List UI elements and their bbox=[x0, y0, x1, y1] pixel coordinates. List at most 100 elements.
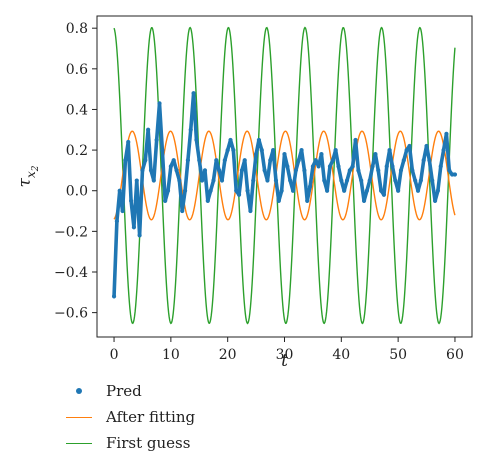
data-point-pred bbox=[160, 147, 165, 153]
data-point-pred bbox=[174, 168, 179, 173]
data-point-pred bbox=[387, 147, 392, 153]
data-point-pred bbox=[344, 178, 350, 183]
data-point-pred bbox=[268, 158, 273, 163]
data-point-pred bbox=[242, 158, 247, 163]
data-point-pred bbox=[205, 198, 210, 203]
y-tick-label: 0.0 bbox=[66, 184, 88, 200]
data-point-pred bbox=[219, 178, 225, 183]
data-point-pred bbox=[325, 188, 330, 193]
data-point-pred bbox=[253, 152, 259, 157]
data-point-pred bbox=[228, 137, 233, 143]
data-point-pred bbox=[438, 164, 443, 169]
data-point-pred bbox=[146, 127, 151, 132]
y-tick-label: 0.4 bbox=[66, 102, 88, 118]
data-point-pred bbox=[231, 147, 236, 153]
data-point-pred bbox=[165, 188, 171, 193]
data-point-pred bbox=[168, 164, 173, 169]
data-point-pred bbox=[410, 168, 415, 173]
x-tick-label: 30 bbox=[276, 347, 294, 363]
data-point-pred bbox=[330, 158, 335, 163]
data-point-pred bbox=[333, 147, 338, 153]
data-point-pred bbox=[432, 198, 438, 203]
data-point-pred bbox=[151, 178, 156, 183]
data-point-pred bbox=[384, 164, 389, 169]
data-point-pred bbox=[273, 178, 279, 183]
data-point-pred bbox=[188, 127, 193, 132]
data-point-pred bbox=[202, 168, 208, 173]
data-point-pred bbox=[126, 139, 131, 145]
y-tick-label: −0.2 bbox=[54, 224, 88, 240]
x-tick-label: 0 bbox=[110, 347, 119, 363]
data-point-pred bbox=[185, 158, 191, 163]
x-tick-label: 50 bbox=[389, 347, 407, 363]
data-point-pred bbox=[424, 143, 429, 149]
x-axis-label: t bbox=[281, 351, 288, 371]
data-point-pred bbox=[137, 233, 142, 238]
data-point-pred bbox=[370, 164, 375, 169]
data-point-pred bbox=[327, 164, 333, 169]
data-point-pred bbox=[157, 101, 162, 106]
data-point-pred bbox=[123, 158, 128, 163]
series-layer bbox=[111, 26, 458, 325]
data-point-pred bbox=[256, 137, 262, 143]
data-point-pred bbox=[353, 137, 358, 143]
data-point-pred bbox=[430, 178, 435, 183]
data-point-pred bbox=[234, 188, 239, 193]
x-tick-label: 20 bbox=[219, 347, 237, 363]
data-point-pred bbox=[236, 192, 242, 197]
data-point-pred bbox=[290, 188, 296, 193]
data-point-pred bbox=[305, 198, 310, 203]
data-point-pred bbox=[222, 158, 227, 163]
data-point-pred bbox=[117, 188, 122, 193]
data-point-pred bbox=[307, 184, 313, 189]
data-point-pred bbox=[194, 137, 199, 143]
data-point-pred bbox=[120, 208, 125, 214]
data-point-pred bbox=[288, 178, 293, 183]
series-line-after-fitting bbox=[113, 130, 456, 221]
data-point-pred bbox=[415, 188, 421, 193]
data-point-pred bbox=[376, 168, 381, 173]
x-tick-label: 60 bbox=[446, 347, 464, 363]
data-point-pred bbox=[407, 143, 412, 149]
data-point-pred bbox=[378, 188, 384, 193]
data-point-pred bbox=[350, 164, 355, 169]
series-line-first-guess bbox=[113, 26, 456, 325]
data-point-pred bbox=[404, 147, 409, 153]
data-point-pred bbox=[361, 198, 367, 203]
data-point-pred bbox=[171, 158, 176, 163]
data-point-pred bbox=[364, 188, 369, 193]
data-point-pred bbox=[444, 131, 449, 136]
legend-item-first-guess: First guess bbox=[62, 430, 195, 456]
data-point-pred bbox=[271, 147, 276, 153]
legend-marker-after-fitting bbox=[66, 416, 92, 418]
x-tick-label: 40 bbox=[332, 347, 350, 363]
data-point-pred bbox=[111, 294, 117, 299]
y-tick-label: −0.6 bbox=[54, 306, 88, 322]
data-point-pred bbox=[390, 164, 395, 169]
data-point-pred bbox=[214, 158, 219, 163]
data-point-pred bbox=[398, 168, 404, 173]
data-point-pred bbox=[182, 188, 188, 193]
data-point-pred bbox=[336, 164, 341, 169]
data-point-pred bbox=[251, 178, 256, 183]
data-point-pred bbox=[140, 168, 145, 173]
data-point-pred bbox=[319, 152, 324, 157]
data-point-pred bbox=[143, 158, 148, 163]
y-axis-label: τx2 bbox=[15, 165, 41, 187]
data-point-pred bbox=[373, 152, 378, 157]
y-axis: −0.6 −0.4 −0.2 0.0 0.2 0.4 0.6 0.8 bbox=[54, 21, 97, 322]
legend-label-first-guess: First guess bbox=[106, 434, 191, 452]
data-point-pred bbox=[217, 168, 222, 173]
data-point-pred bbox=[421, 158, 426, 163]
y-tick-label: −0.4 bbox=[54, 265, 88, 281]
data-point-pred bbox=[282, 152, 287, 157]
data-point-pred bbox=[359, 178, 364, 183]
data-point-pred bbox=[225, 147, 230, 153]
y-axis-label-main: τ bbox=[15, 177, 35, 187]
data-point-pred bbox=[447, 168, 452, 173]
data-point-pred bbox=[276, 198, 281, 203]
data-point-pred bbox=[279, 188, 284, 193]
data-point-pred bbox=[134, 178, 139, 183]
y-tick-label: 0.6 bbox=[66, 62, 88, 78]
